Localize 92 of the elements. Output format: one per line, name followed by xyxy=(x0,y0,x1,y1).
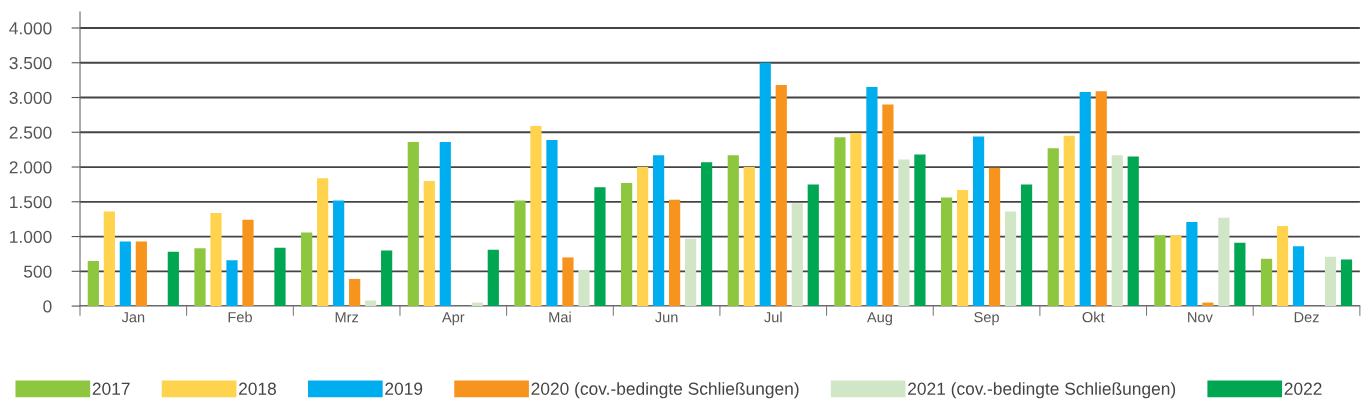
bar xyxy=(866,87,878,307)
bar xyxy=(210,212,222,307)
legend-label: 2018 xyxy=(239,382,277,395)
bar xyxy=(850,132,862,307)
bar xyxy=(972,136,985,307)
bar xyxy=(1340,259,1353,307)
y-tick-label: 1.000 xyxy=(10,230,52,244)
bar xyxy=(759,62,771,307)
bar xyxy=(317,178,329,307)
bar xyxy=(349,278,361,307)
bar xyxy=(423,180,435,307)
x-tick-label: Aug xyxy=(866,312,892,326)
bar xyxy=(685,238,697,307)
x-tick-label: Jan xyxy=(121,312,145,323)
bar xyxy=(381,250,393,307)
bar xyxy=(701,162,713,307)
bar xyxy=(578,269,590,307)
bar xyxy=(439,142,451,307)
legend-label: 2022 xyxy=(1284,382,1322,395)
bar xyxy=(956,189,969,307)
bar xyxy=(791,203,803,307)
bar xyxy=(1004,211,1017,307)
bar xyxy=(1020,184,1033,307)
legend-label: 2019 xyxy=(385,382,423,395)
x-tick-label: Sep xyxy=(974,312,999,326)
x-tick-label: Apr xyxy=(441,312,465,326)
bar xyxy=(1234,242,1246,307)
x-tick-label: Jul xyxy=(764,311,782,323)
bar xyxy=(1276,226,1289,307)
bar xyxy=(727,155,739,307)
y-tick-label: 4.000 xyxy=(9,22,52,35)
bar xyxy=(1154,235,1166,307)
bar xyxy=(1324,256,1337,307)
bar xyxy=(530,126,542,307)
bar xyxy=(743,167,755,307)
bar xyxy=(834,137,846,307)
bar xyxy=(1260,258,1273,307)
bar xyxy=(882,104,894,307)
bar xyxy=(226,260,238,307)
x-tick-label: Feb xyxy=(228,311,252,323)
bar xyxy=(119,241,131,307)
x-tick-label: Mai xyxy=(549,311,571,323)
x-tick-label: Okt xyxy=(1082,311,1105,323)
bar xyxy=(1170,235,1182,307)
bar xyxy=(898,159,910,307)
bar xyxy=(274,247,286,307)
bar xyxy=(407,142,419,307)
bar xyxy=(1111,155,1123,307)
bar xyxy=(87,260,99,307)
y-tick-label: 0 xyxy=(43,300,52,313)
bar xyxy=(807,184,819,307)
bar xyxy=(103,211,115,307)
bar xyxy=(333,200,345,307)
legend-label: 2017 xyxy=(92,382,130,395)
bar xyxy=(1095,91,1107,307)
y-tick-label: 2.000 xyxy=(9,161,52,174)
legend-label: 2021 (cov.-bedingte Schließungen) xyxy=(908,382,1176,399)
x-tick-label: Jun xyxy=(655,312,678,323)
bar xyxy=(594,187,606,307)
bar xyxy=(1127,156,1139,307)
y-tick-label: 1.500 xyxy=(10,195,52,209)
bar xyxy=(135,241,147,307)
bar xyxy=(487,249,499,307)
x-tick-label: Mrz xyxy=(335,312,359,323)
bar xyxy=(1292,246,1305,307)
bar xyxy=(1063,135,1075,307)
bar xyxy=(1047,148,1059,307)
x-tick-label: Dez xyxy=(1294,312,1319,323)
y-tick-label: 3.500 xyxy=(9,56,52,70)
bar xyxy=(562,257,574,307)
bar xyxy=(167,251,179,307)
x-tick-label: Nov xyxy=(1188,312,1213,323)
legend-label: 2020 (cov.-bedingte Schließungen) xyxy=(531,382,799,399)
bar xyxy=(514,200,526,307)
bar xyxy=(988,167,1001,307)
bar xyxy=(301,232,313,307)
bar xyxy=(546,139,558,307)
bar xyxy=(1218,217,1230,307)
bar xyxy=(914,154,926,307)
bar xyxy=(669,199,681,307)
bar xyxy=(242,219,254,307)
bar xyxy=(940,197,953,307)
bar xyxy=(637,167,649,307)
bar xyxy=(1186,221,1198,307)
bar xyxy=(1079,91,1091,307)
y-tick-label: 3.000 xyxy=(9,91,52,104)
y-tick-label: 500 xyxy=(23,265,52,278)
bar xyxy=(621,183,633,307)
bar xyxy=(653,155,665,307)
bar xyxy=(775,85,787,307)
y-tick-label: 2.500 xyxy=(9,126,52,139)
bar xyxy=(194,248,206,307)
